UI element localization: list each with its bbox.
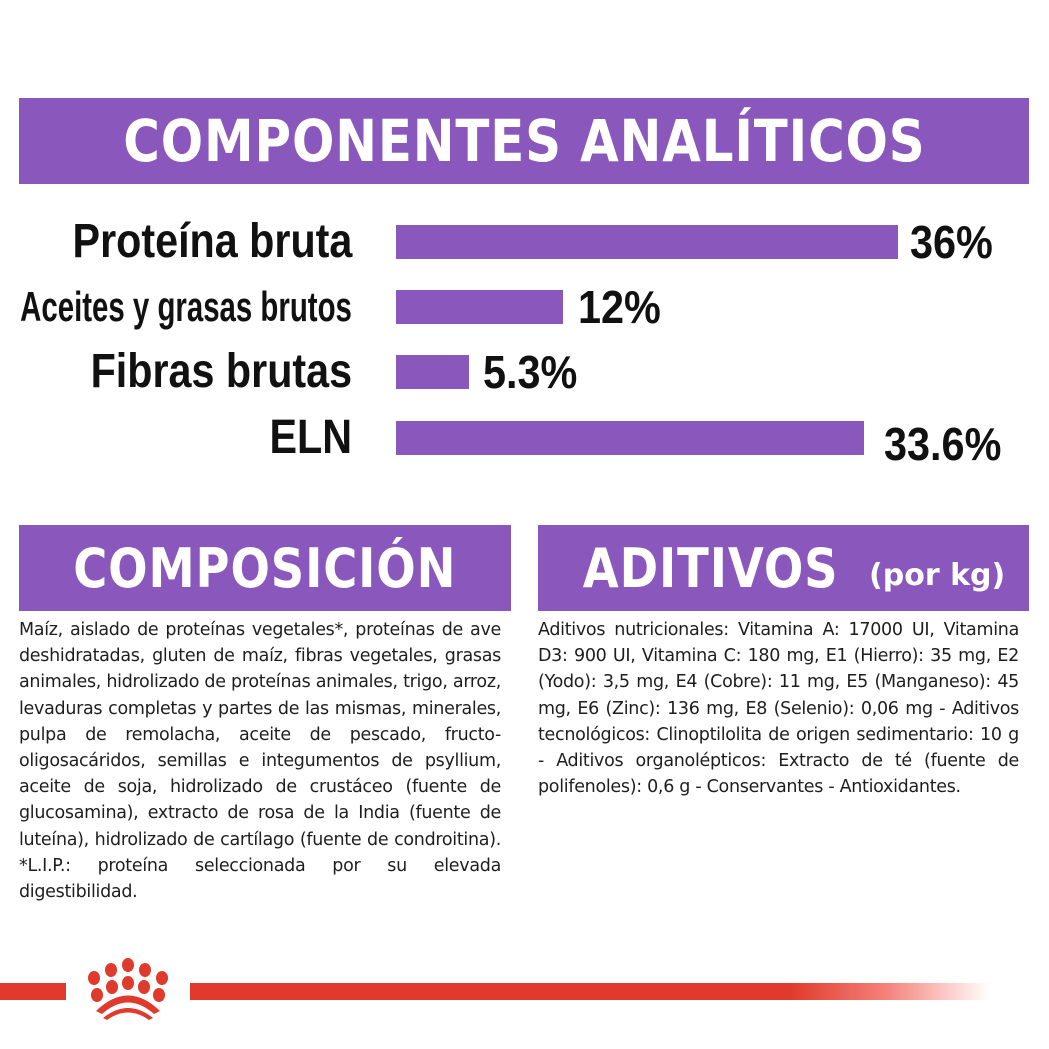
- chart-row-fibres: Fibras brutas 5.3%: [0, 342, 1049, 402]
- analytical-components-header: COMPONENTES ANALÍTICOS: [19, 98, 1029, 184]
- chart-label: Proteína bruta: [72, 215, 352, 268]
- chart-bar: [396, 355, 469, 389]
- chart-label: Aceites y grasas brutos: [20, 283, 352, 330]
- chart-row-protein: Proteína bruta 36%: [0, 212, 1049, 272]
- chart-label: Fibras brutas: [90, 345, 352, 398]
- chart-bar: [396, 290, 563, 324]
- header-title: COMPONENTES ANALÍTICOS: [122, 107, 926, 175]
- chart-row-eln: ELN 33.6%: [0, 408, 1049, 470]
- chart-label: ELN: [269, 411, 352, 464]
- chart-value: 36%: [910, 216, 993, 268]
- chart-row-fats: Aceites y grasas brutos 12%: [0, 277, 1049, 337]
- chart-bar: [396, 225, 898, 259]
- crown-icon: [88, 958, 168, 1020]
- composition-header: COMPOSICIÓN: [19, 525, 511, 611]
- chart-value: 33.6%: [884, 418, 1002, 470]
- additives-text: Aditivos nutricionales: Vitamina A: 1700…: [538, 620, 1019, 798]
- composition-text: Maíz, aislado de proteínas vegetales*, p…: [19, 620, 501, 903]
- chart-bar: [396, 421, 864, 455]
- chart-value: 5.3%: [483, 346, 578, 398]
- additives-subtitle: (por kg): [869, 557, 1006, 593]
- chart-value: 12%: [578, 281, 661, 333]
- brand-line-right: [190, 983, 990, 1000]
- additives-title: ADITIVOS: [582, 536, 839, 600]
- additives-header: ADITIVOS (por kg): [538, 525, 1029, 611]
- brand-line-left: [0, 983, 66, 1000]
- composition-title: COMPOSICIÓN: [73, 536, 457, 600]
